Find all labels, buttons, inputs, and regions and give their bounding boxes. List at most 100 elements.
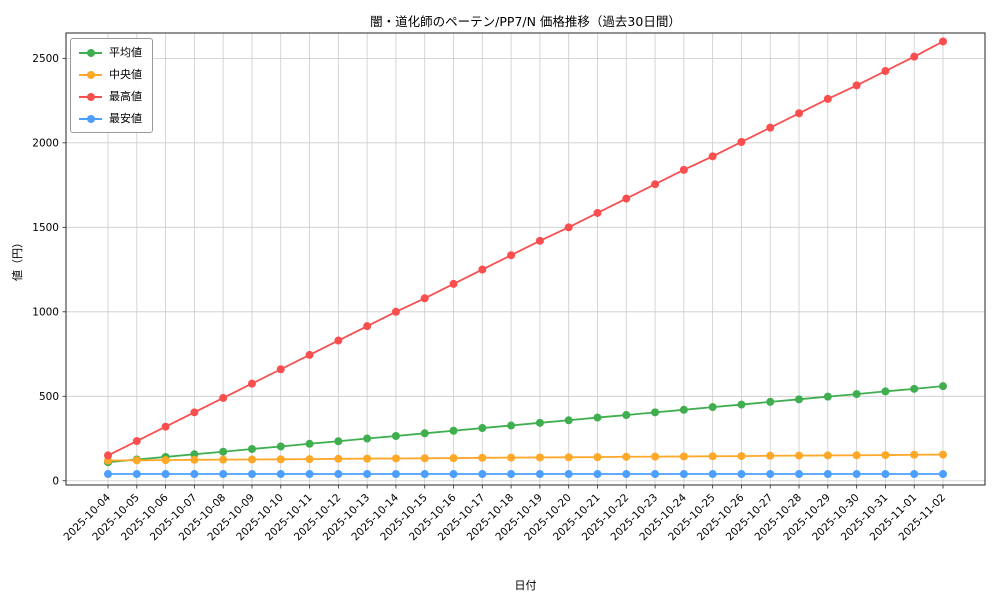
series-marker-2 bbox=[823, 94, 832, 103]
series-marker-3 bbox=[276, 470, 285, 479]
series-marker-1 bbox=[795, 451, 804, 460]
series-marker-1 bbox=[564, 453, 573, 462]
series-line-2 bbox=[107, 40, 944, 457]
series-marker-2 bbox=[420, 294, 429, 303]
series-marker-0 bbox=[564, 416, 573, 425]
series-marker-3 bbox=[161, 470, 170, 479]
series-marker-2 bbox=[795, 109, 804, 118]
series-line-0 bbox=[107, 385, 944, 464]
series-marker-2 bbox=[161, 422, 170, 431]
legend-label: 最安値 bbox=[109, 112, 142, 125]
series-marker-3 bbox=[651, 470, 660, 479]
series-marker-0 bbox=[823, 392, 832, 401]
series-marker-0 bbox=[795, 395, 804, 404]
series-marker-2 bbox=[852, 81, 861, 90]
series-marker-2 bbox=[766, 123, 775, 132]
series-marker-2 bbox=[651, 180, 660, 189]
legend-item-3: 最安値 bbox=[79, 112, 142, 125]
series-marker-1 bbox=[247, 455, 256, 464]
series-marker-2 bbox=[939, 37, 948, 46]
series-marker-1 bbox=[190, 455, 199, 464]
series-marker-1 bbox=[276, 455, 285, 464]
series-marker-2 bbox=[247, 379, 256, 388]
series-marker-3 bbox=[535, 470, 544, 479]
series-marker-0 bbox=[910, 384, 919, 393]
series-marker-2 bbox=[593, 208, 602, 217]
series-marker-2 bbox=[449, 279, 458, 288]
series-marker-1 bbox=[132, 456, 141, 465]
legend-item-0: 平均値 bbox=[79, 46, 142, 59]
legend-line-marker-icon bbox=[79, 92, 102, 102]
series-marker-2 bbox=[276, 365, 285, 374]
series-marker-1 bbox=[161, 456, 170, 465]
series-marker-1 bbox=[737, 452, 746, 461]
series-marker-3 bbox=[190, 470, 199, 479]
series-marker-2 bbox=[708, 152, 717, 161]
series-marker-3 bbox=[507, 470, 516, 479]
series-marker-0 bbox=[535, 418, 544, 427]
series-marker-0 bbox=[190, 450, 199, 459]
series-marker-1 bbox=[507, 453, 516, 462]
series-marker-0 bbox=[679, 405, 688, 414]
series-marker-3 bbox=[679, 470, 688, 479]
series-marker-2 bbox=[478, 265, 487, 274]
series-marker-3 bbox=[939, 470, 948, 479]
y-tick-label: 1000 bbox=[32, 306, 59, 318]
series-marker-2 bbox=[535, 236, 544, 245]
plot-border bbox=[65, 32, 986, 486]
legend-item-2: 最高値 bbox=[79, 90, 142, 103]
series-marker-1 bbox=[420, 454, 429, 463]
series-marker-1 bbox=[219, 455, 228, 464]
series-marker-3 bbox=[622, 470, 631, 479]
series-marker-1 bbox=[881, 451, 890, 460]
series-marker-2 bbox=[363, 322, 372, 331]
series-marker-1 bbox=[363, 454, 372, 463]
series-marker-1 bbox=[478, 453, 487, 462]
series-marker-2 bbox=[190, 408, 199, 417]
series-marker-2 bbox=[564, 223, 573, 232]
series-marker-3 bbox=[564, 470, 573, 479]
series-marker-2 bbox=[737, 137, 746, 146]
series-marker-0 bbox=[507, 421, 516, 430]
series-marker-3 bbox=[910, 470, 919, 479]
series-marker-0 bbox=[363, 434, 372, 443]
series-marker-1 bbox=[334, 454, 343, 463]
series-marker-3 bbox=[247, 470, 256, 479]
series-marker-1 bbox=[535, 453, 544, 462]
series-marker-0 bbox=[766, 397, 775, 406]
series-marker-2 bbox=[305, 350, 314, 359]
series-marker-0 bbox=[939, 382, 948, 391]
series-marker-3 bbox=[449, 470, 458, 479]
y-tick-label: 500 bbox=[39, 391, 59, 403]
series-marker-1 bbox=[939, 450, 948, 459]
legend: 平均値 中央値 最高値 最安値 bbox=[70, 38, 153, 133]
series-marker-3 bbox=[852, 470, 861, 479]
series-line-1 bbox=[107, 453, 944, 462]
series-marker-3 bbox=[881, 470, 890, 479]
legend-label: 最高値 bbox=[109, 90, 142, 103]
series-marker-1 bbox=[679, 452, 688, 461]
series-marker-2 bbox=[507, 251, 516, 260]
series-marker-2 bbox=[219, 393, 228, 402]
series-marker-0 bbox=[420, 429, 429, 438]
series-marker-3 bbox=[823, 470, 832, 479]
series-marker-2 bbox=[132, 437, 141, 446]
series-marker-0 bbox=[881, 387, 890, 396]
series-marker-3 bbox=[103, 470, 112, 479]
series-marker-3 bbox=[334, 470, 343, 479]
legend-line-marker-icon bbox=[79, 114, 102, 124]
series-marker-0 bbox=[219, 447, 228, 456]
y-tick-label: 0 bbox=[52, 475, 59, 487]
series-marker-0 bbox=[651, 408, 660, 417]
series-marker-2 bbox=[622, 194, 631, 203]
x-axis-label: 日付 bbox=[514, 579, 537, 592]
legend-label: 平均値 bbox=[109, 46, 142, 59]
series-marker-2 bbox=[334, 336, 343, 345]
series-marker-2 bbox=[881, 67, 890, 76]
series-marker-3 bbox=[219, 470, 228, 479]
series-marker-2 bbox=[391, 307, 400, 316]
series-marker-0 bbox=[622, 411, 631, 420]
series-marker-2 bbox=[679, 165, 688, 174]
